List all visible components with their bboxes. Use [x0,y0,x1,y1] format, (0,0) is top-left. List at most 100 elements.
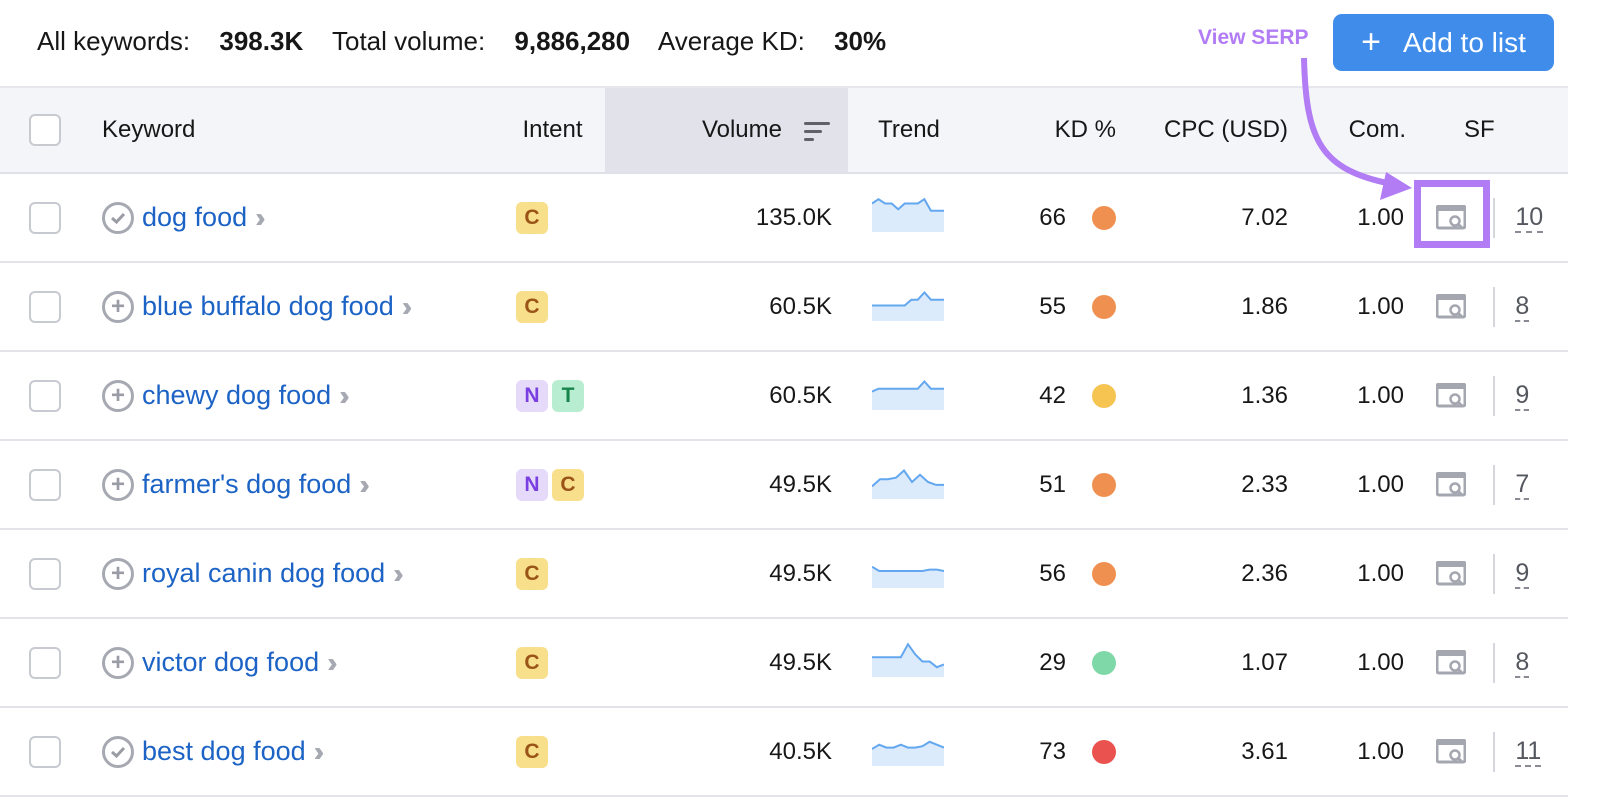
volume-cell: 49.5K [605,529,848,619]
row-checkbox[interactable] [29,557,61,590]
intent-badge[interactable]: C [516,557,548,590]
double-chevron-icon[interactable]: ›› [255,201,265,233]
keyword-link[interactable]: victor dog food [142,647,320,677]
view-serp-icon[interactable] [1436,204,1466,231]
trend-cell [848,351,970,441]
row-select[interactable] [0,707,90,797]
kd-cell: 56 [970,529,1130,619]
row-checkbox[interactable] [29,735,61,768]
col-sf[interactable]: SF [1410,86,1568,174]
double-chevron-icon[interactable]: ›› [393,557,403,589]
trend-cell [848,262,970,352]
row-select[interactable] [0,529,90,619]
col-cpc[interactable]: CPC (USD) [1130,86,1300,174]
serp-features-count[interactable]: 8 [1515,291,1530,322]
kd-indicator [1092,740,1116,765]
serp-features-count[interactable]: 7 [1515,469,1530,500]
col-keyword[interactable]: Keyword [90,86,500,174]
view-serp-icon[interactable] [1436,560,1466,587]
volume-cell: 60.5K [605,262,848,352]
double-chevron-icon[interactable]: ›› [313,735,324,767]
trend-line [871,380,944,393]
com-cell: 1.00 [1300,173,1410,263]
keyword-cell: + farmer's dog food ›› [90,440,500,530]
keyword-link[interactable]: dog food [142,202,248,232]
added-check-icon[interactable] [102,201,134,234]
double-chevron-icon[interactable]: ›› [359,468,369,500]
kd-indicator [1092,295,1116,320]
intent-badge[interactable]: C [552,468,584,501]
row-select[interactable] [0,173,90,263]
row-checkbox[interactable] [29,290,61,323]
add-circle-icon[interactable]: + [102,379,134,412]
com-cell: 1.00 [1300,707,1410,797]
table-row: + blue buffalo dog food ›› C 60.5K 55 1.… [0,262,1568,352]
row-checkbox[interactable] [29,646,61,679]
serp-features-count[interactable]: 10 [1515,202,1544,233]
col-trend[interactable]: Trend [848,86,970,174]
keyword-cell: dog food ›› [90,173,500,263]
view-serp-icon[interactable] [1436,471,1466,498]
col-kd[interactable]: KD % [970,86,1130,174]
serp-features-count[interactable]: 11 [1515,736,1542,767]
row-checkbox[interactable] [29,201,61,234]
intent-badge[interactable]: T [552,379,584,412]
row-checkbox[interactable] [29,468,61,501]
kd-indicator [1092,562,1116,587]
sf-divider [1492,375,1495,416]
intent-badge[interactable]: N [516,379,548,412]
kd-value: 29 [1039,648,1066,676]
trend-line [872,291,944,307]
keyword-link[interactable]: blue buffalo dog food [142,291,394,321]
keyword-link[interactable]: chewy dog food [142,380,332,410]
col-volume[interactable]: Volume [605,86,848,174]
serp-features-count[interactable]: 9 [1515,380,1530,411]
trend-cell [848,529,970,619]
double-chevron-icon[interactable]: ›› [339,379,349,411]
kd-value: 51 [1039,470,1066,498]
double-chevron-icon[interactable]: ›› [401,290,412,322]
row-select[interactable] [0,351,90,441]
trend-sparkline [871,380,944,410]
add-circle-icon[interactable]: + [102,290,134,323]
add-circle-icon[interactable]: + [102,468,134,501]
sort-icon[interactable] [804,120,830,142]
add-to-list-button[interactable]: + Add to list [1333,14,1554,71]
intent-badge[interactable]: C [516,290,548,323]
add-circle-icon[interactable]: + [102,646,134,679]
view-serp-icon[interactable] [1436,293,1466,320]
trend-cell [848,440,970,530]
intent-badge[interactable]: C [516,201,548,234]
col-intent[interactable]: Intent [500,86,605,174]
view-serp-icon[interactable] [1436,738,1466,765]
cpc-cell: 1.07 [1130,618,1300,708]
double-chevron-icon[interactable]: ›› [327,646,337,678]
intent-badge[interactable]: C [516,646,548,679]
trend-area [872,644,944,677]
select-all-checkbox[interactable] [29,114,61,146]
keyword-link[interactable]: royal canin dog food [142,558,386,588]
view-serp-icon[interactable] [1436,649,1466,676]
intent-badge[interactable]: N [516,468,548,501]
sf-divider [1492,197,1495,238]
total-volume-value: 9,886,280 [514,26,631,56]
intent-badge[interactable]: C [516,735,548,768]
row-select[interactable] [0,440,90,530]
keyword-link[interactable]: farmer's dog food [142,469,352,499]
serp-features-count[interactable]: 9 [1515,558,1530,589]
trend-area [872,381,944,410]
keyword-link[interactable]: best dog food [142,736,306,766]
add-circle-icon[interactable]: + [102,557,134,590]
col-com[interactable]: Com. [1300,86,1410,174]
cpc-cell: 1.86 [1130,262,1300,352]
row-checkbox[interactable] [29,379,61,412]
volume-cell: 49.5K [605,618,848,708]
keyword-cell: + victor dog food ›› [90,618,500,708]
select-all[interactable] [0,86,90,174]
serp-features-count[interactable]: 8 [1515,647,1530,678]
row-select[interactable] [0,262,90,352]
row-select[interactable] [0,618,90,708]
added-check-icon[interactable] [102,735,134,768]
keyword-cell: + royal canin dog food ›› [90,529,500,619]
view-serp-icon[interactable] [1436,382,1466,409]
